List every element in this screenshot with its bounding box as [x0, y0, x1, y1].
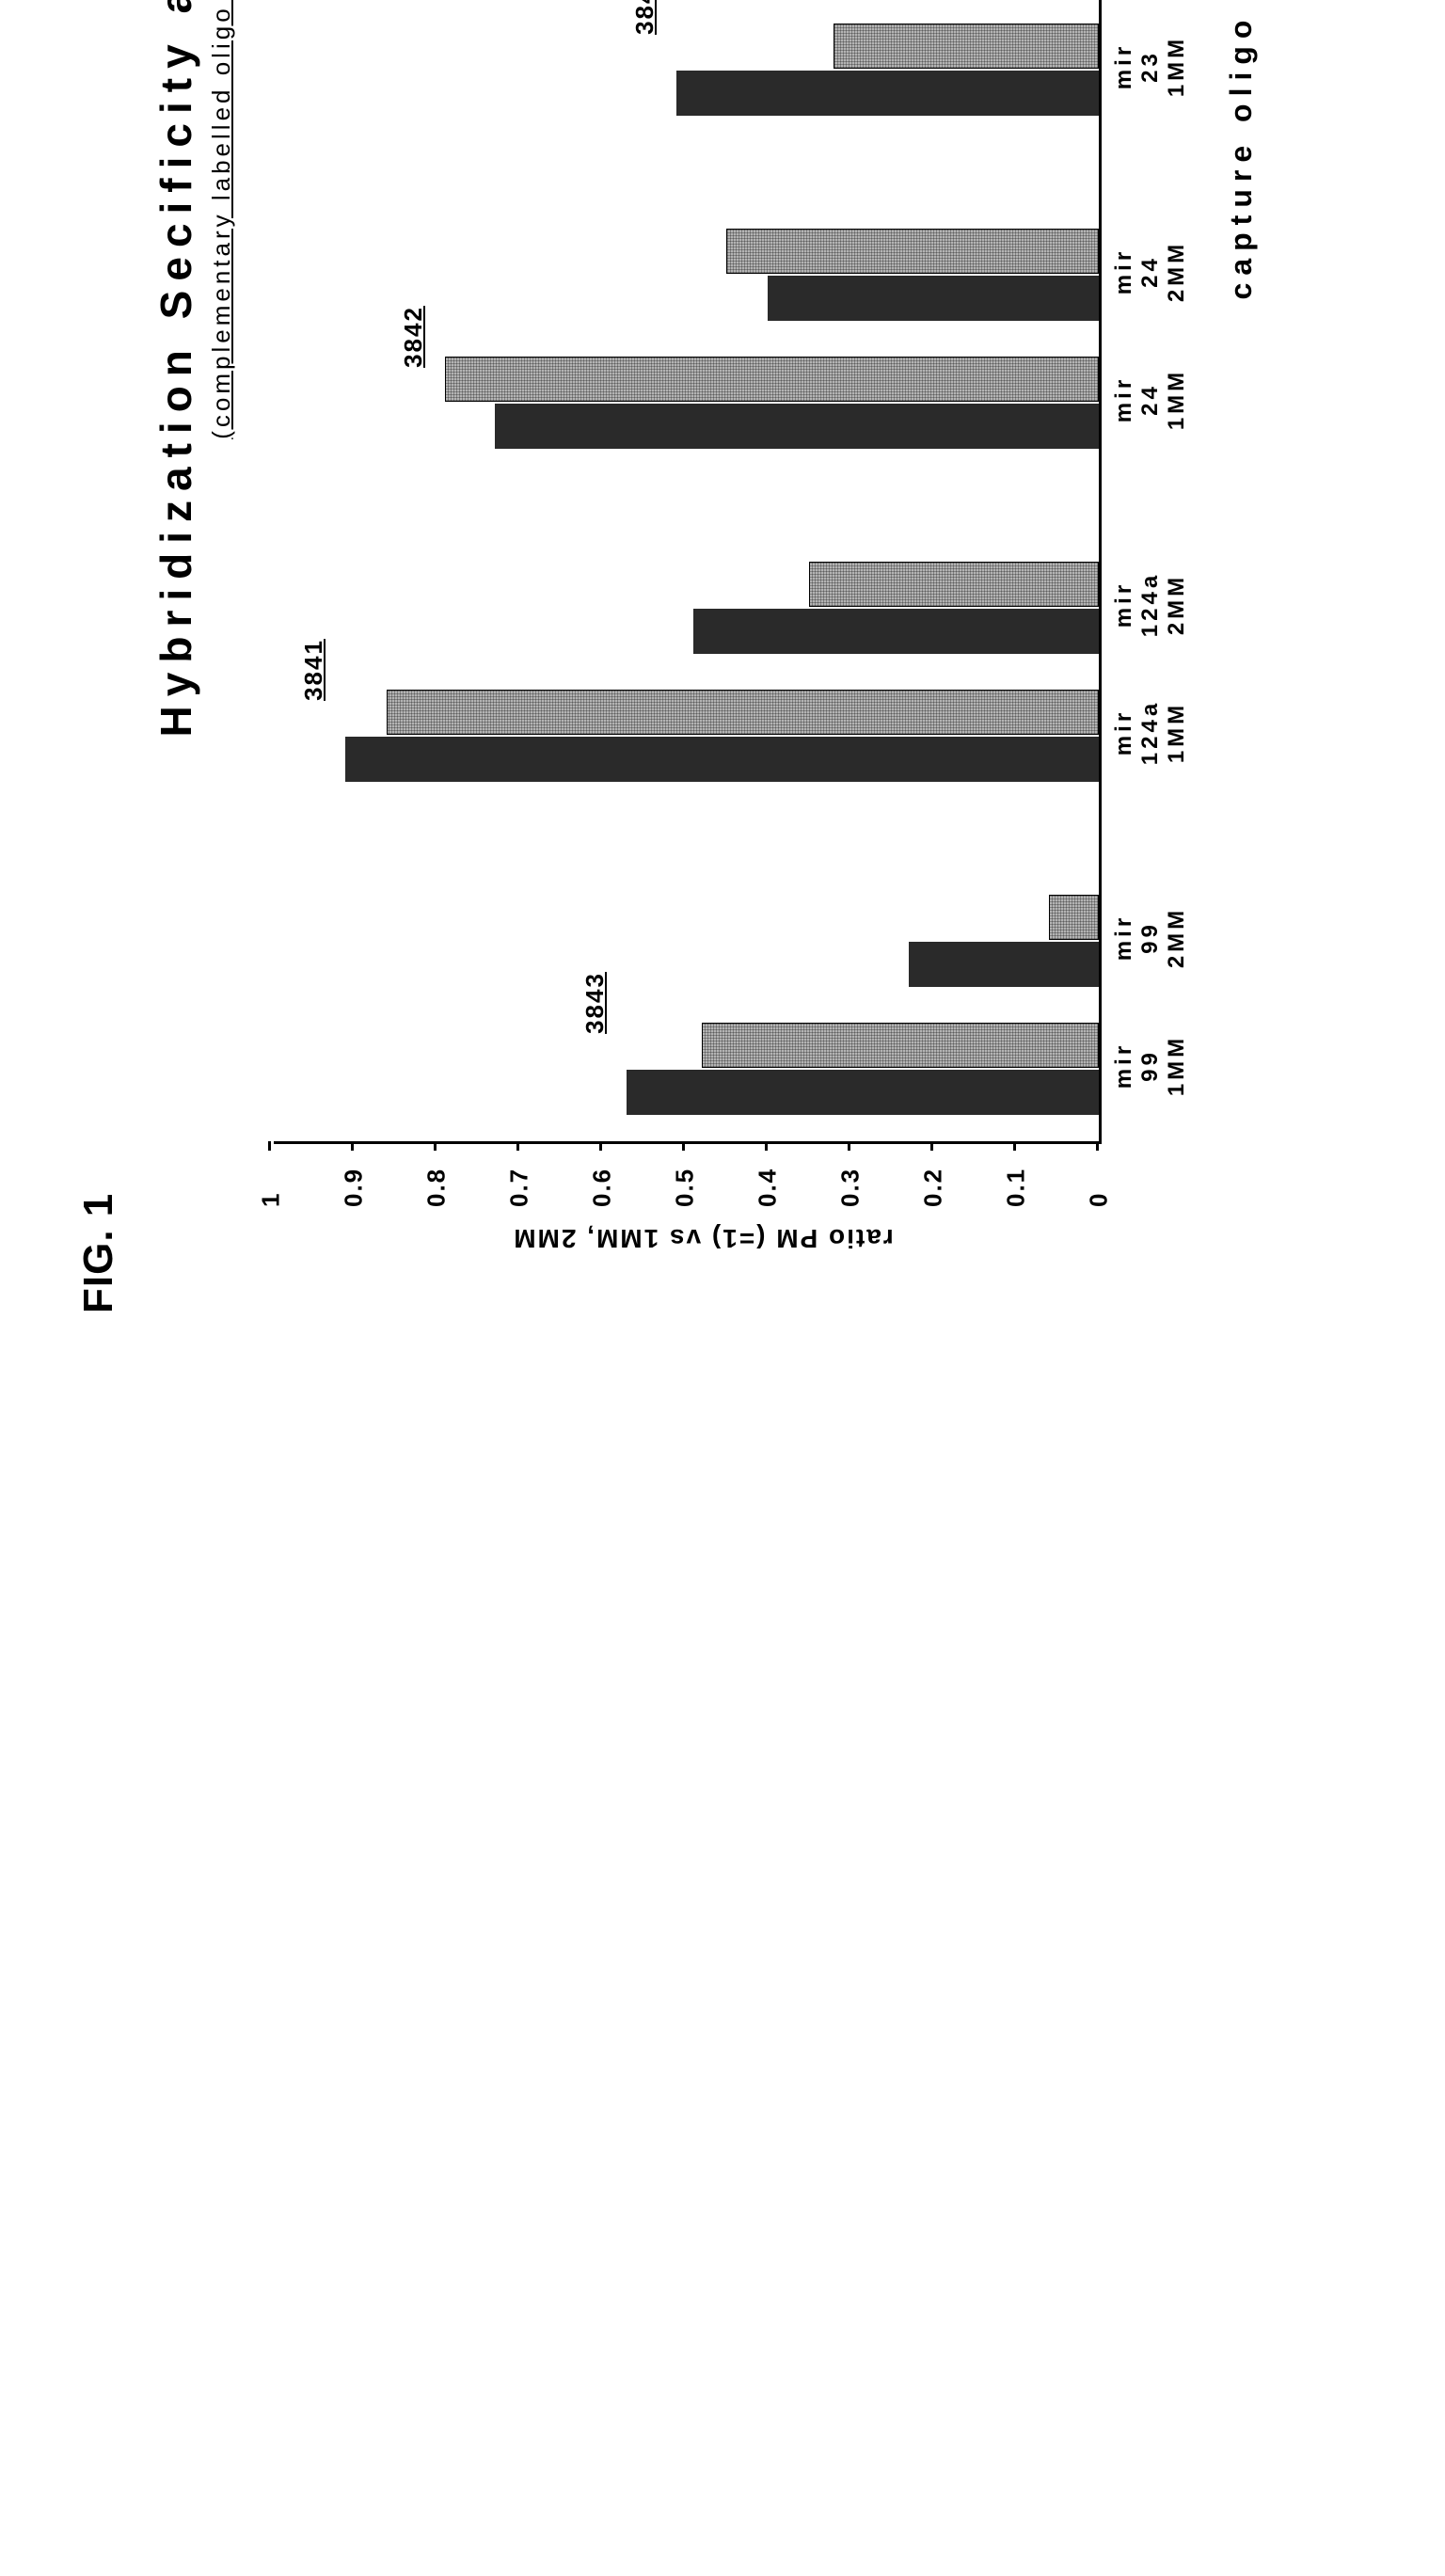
group-annotation: 3843: [580, 876, 610, 1130]
bar-37: [345, 737, 1099, 782]
y-tick-label: 1: [257, 1192, 286, 1207]
bar-37: [627, 1070, 1099, 1115]
x-tick-label: 23: [1137, 0, 1164, 2]
y-tick-mark: [516, 1141, 519, 1151]
chart-title: Hybridization Secificity at 37°C vs 42°C: [151, 0, 201, 1276]
x-tick-label: 2MM: [1164, 541, 1190, 668]
bar-42: [726, 229, 1099, 274]
x-tick-label: mir: [1111, 669, 1137, 796]
y-tick-label: 0.5: [671, 1168, 700, 1207]
group-annotation: 3842: [399, 210, 428, 464]
x-axis-label: capture oligo: [1224, 0, 1259, 1144]
chart: Hybridization Secificity at 37°C vs 42°C…: [151, 0, 1355, 1276]
y-tick-label: 0.2: [919, 1168, 948, 1207]
chart-subtitle: (complementary labelled oligo at 5*1010): [207, 0, 236, 1276]
y-axis-label: ratio PM (=1) vs 1MM, 2MM: [512, 1223, 894, 1253]
bar-37: [495, 404, 1099, 449]
figure-label: FIG. 1: [75, 1193, 122, 1313]
x-tick-label: mir: [1111, 208, 1137, 335]
x-tick-label: mir: [1111, 3, 1137, 130]
y-tick-mark: [1096, 1141, 1099, 1151]
y-tick-label: 0.9: [340, 1168, 369, 1207]
x-tick-label: 99: [1137, 1002, 1164, 1129]
bar-42: [809, 562, 1099, 607]
group-annotation: 3841: [299, 543, 328, 797]
x-tick-label: mir: [1111, 541, 1137, 668]
bar-37: [676, 71, 1099, 116]
x-tick-label: 1MM: [1164, 1002, 1190, 1129]
y-tick-label: 0.7: [505, 1168, 534, 1207]
x-tick-label: 124a: [1137, 669, 1164, 796]
group-annotation: 3840: [630, 0, 659, 131]
x-tick-label: 2MM: [1164, 0, 1190, 2]
x-tick-label: mir: [1111, 874, 1137, 1001]
x-tick-label: 99: [1137, 874, 1164, 1001]
y-tick-mark: [682, 1141, 685, 1151]
plot-wrapper: ratio PM (=1) vs 1MM, 2MM 00.10.20.30.40…: [274, 0, 1233, 1276]
x-tick-label: 2MM: [1164, 208, 1190, 335]
x-tick-label: 23: [1137, 3, 1164, 130]
bar-42: [702, 1023, 1099, 1068]
plot-area: 00.10.20.30.40.50.60.70.80.91mir991MMmir…: [274, 0, 1102, 1144]
y-tick-label: 0.4: [754, 1168, 783, 1207]
x-tick-label: 24: [1137, 208, 1164, 335]
bar-42: [1049, 895, 1099, 940]
x-tick-label: 24: [1137, 336, 1164, 463]
bar-37: [693, 609, 1099, 654]
y-tick-mark: [765, 1141, 768, 1151]
y-tick-label: 0.8: [422, 1168, 452, 1207]
x-tick-label: 2MM: [1164, 874, 1190, 1001]
y-tick-mark: [268, 1141, 271, 1151]
x-tick-label: 1MM: [1164, 336, 1190, 463]
bar-42: [834, 24, 1099, 69]
x-tick-label: 1MM: [1164, 3, 1190, 130]
y-tick-label: 0.6: [588, 1168, 617, 1207]
y-tick-mark: [599, 1141, 602, 1151]
bar-37: [768, 276, 1099, 321]
bar-37: [909, 942, 1099, 987]
y-tick-label: 0: [1085, 1192, 1114, 1207]
x-tick-label: mir: [1111, 0, 1137, 2]
y-tick-label: 0.3: [836, 1168, 865, 1207]
x-tick-label: mir: [1111, 1002, 1137, 1129]
y-tick-mark: [351, 1141, 354, 1151]
x-tick-label: 1MM: [1164, 669, 1190, 796]
x-tick-label: mir: [1111, 336, 1137, 463]
y-tick-mark: [848, 1141, 850, 1151]
y-tick-mark: [930, 1141, 933, 1151]
bar-42: [387, 690, 1099, 735]
x-tick-label: 124a: [1137, 541, 1164, 668]
y-tick-label: 0.1: [1002, 1168, 1031, 1207]
y-tick-mark: [434, 1141, 437, 1151]
y-tick-mark: [1013, 1141, 1016, 1151]
bar-42: [445, 357, 1099, 402]
